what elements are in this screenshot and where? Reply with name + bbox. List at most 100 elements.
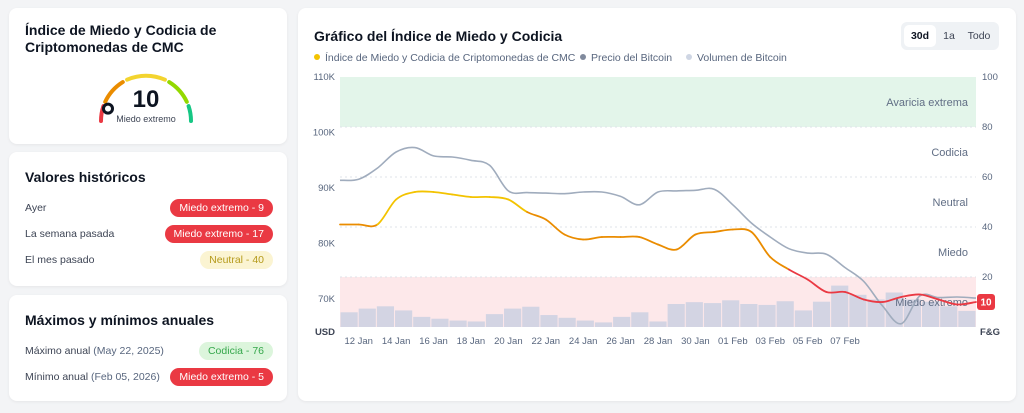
fear-greed-line-segment	[956, 301, 977, 306]
fear-greed-line-segment	[357, 223, 379, 228]
volume-bar	[594, 322, 613, 327]
gauge-title-line2: Criptomonedas de CMC	[25, 39, 184, 55]
fear-greed-line-segment	[731, 228, 753, 233]
y-axis-tick-right: 80	[982, 122, 993, 133]
y-axis-tick-right: 40	[982, 222, 993, 233]
range-button-1a[interactable]: 1a	[943, 30, 955, 42]
fear-greed-line-segment	[694, 231, 715, 236]
x-axis-tick: 28 Jan	[644, 336, 673, 347]
fear-greed-line-segment	[395, 191, 416, 201]
fear-greed-line-segment	[638, 236, 659, 246]
x-axis-tick: 16 Jan	[419, 336, 448, 347]
zone-label: Avaricia extrema	[886, 97, 969, 109]
volume-bar	[449, 320, 467, 327]
fear-greed-line-segment	[769, 256, 790, 271]
fear-greed-line-segment	[881, 296, 903, 303]
y-axis-unit-left: USD	[315, 327, 335, 338]
gauge-segment-extreme-greed	[186, 104, 194, 123]
volume-bar	[958, 310, 976, 327]
volume-bar	[358, 308, 376, 327]
yearly-row-label: Mínimo anual (Feb 05, 2026)	[25, 371, 160, 383]
historical-title: Valores históricos	[25, 169, 146, 185]
x-axis-tick: 26 Jan	[606, 336, 635, 347]
bitcoin-price-line	[339, 146, 977, 325]
fear-greed-line-segment	[488, 196, 510, 201]
volume-bar	[703, 303, 722, 327]
fear-greed-line-segment	[844, 291, 865, 301]
volume-bar	[613, 316, 631, 327]
fear-greed-line-segment	[937, 298, 959, 306]
fear-greed-line-segment	[376, 198, 397, 226]
volume-bar	[504, 308, 522, 327]
x-axis-tick: 12 Jan	[344, 336, 373, 347]
historical-row-label: La semana pasada	[25, 228, 115, 240]
fear-greed-chart: Avaricia extrema Codicia Neutral Miedo Miedo…	[313, 72, 1000, 347]
legend-item-fear-greed[interactable]: Índice de Miedo y Codicia de Criptomoned…	[314, 52, 575, 64]
range-button-todo[interactable]: Todo	[967, 30, 991, 42]
status-badge: Neutral - 40	[200, 251, 273, 269]
y-axis-tick-right: 20	[982, 272, 993, 283]
volume-bar	[812, 301, 831, 327]
y-axis-tick-right: 60	[982, 172, 993, 183]
legend-item-bitcoin-volume[interactable]: Volumen de Bitcoin	[686, 52, 787, 64]
legend-item-bitcoin-price[interactable]: Precio del Bitcoin	[580, 52, 672, 64]
zone-band	[340, 77, 976, 127]
current-value-text: 10	[980, 298, 992, 309]
volume-bar	[903, 299, 921, 327]
x-axis-tick: 07 Feb	[830, 336, 860, 347]
legend-dot	[686, 54, 692, 60]
fear-greed-line-segment	[862, 298, 884, 303]
historical-values-card: Valores históricos Ayer Miedo extremo - …	[9, 152, 287, 286]
fear-greed-line-segment	[413, 190, 435, 193]
fear-greed-line-segment	[619, 235, 641, 238]
volume-bar	[631, 312, 649, 327]
chart-title: Gráfico del Índice de Miedo y Codicia	[314, 28, 563, 44]
x-axis-tick: 30 Jan	[681, 336, 710, 347]
x-axis-tick: 20 Jan	[494, 336, 523, 347]
legend-dot	[314, 54, 320, 60]
x-axis-tick: 22 Jan	[531, 336, 560, 347]
fear-greed-line-segment	[526, 211, 547, 221]
zone-label: Miedo	[938, 247, 968, 259]
y-axis-tick-left: 110K	[314, 72, 336, 83]
zone-label: Neutral	[933, 197, 968, 209]
fear-greed-line-segment	[544, 218, 566, 236]
volume-bar	[485, 314, 504, 327]
fear-greed-line-segment	[806, 278, 828, 293]
current-value-badge	[977, 294, 995, 310]
y-axis-tick-right: 100	[982, 72, 998, 83]
status-badge: Miedo extremo - 9	[170, 199, 273, 217]
x-axis-tick: 05 Feb	[793, 336, 823, 347]
y-axis-unit-right: F&G	[980, 327, 1000, 338]
x-axis-tick: 03 Feb	[755, 336, 785, 347]
fear-greed-chart-card: Gráfico del Índice de Miedo y Codicia 30…	[298, 8, 1016, 401]
gauge-segment-greed	[167, 80, 189, 104]
gauge-value: 10	[132, 86, 160, 113]
x-axis-tick: 01 Feb	[718, 336, 748, 347]
x-axis-tick: 18 Jan	[457, 336, 486, 347]
fear-greed-line-segment	[675, 233, 697, 251]
status-badge: Miedo extremo - 17	[164, 225, 273, 243]
volume-bar	[467, 321, 485, 327]
range-button-30d[interactable]: 30d	[904, 25, 936, 47]
y-axis-tick-left: 70K	[318, 294, 336, 305]
fear-greed-gauge	[98, 73, 194, 123]
y-axis-tick-left: 80K	[318, 239, 336, 250]
historical-row-label: Ayer	[25, 202, 47, 214]
volume-bar	[576, 320, 594, 327]
fear-greed-line-segment	[432, 191, 454, 196]
volume-bar	[667, 304, 685, 327]
fear-greed-line-segment	[825, 290, 846, 294]
x-axis-tick: 24 Jan	[569, 336, 598, 347]
status-badge: Miedo extremo - 5	[170, 368, 273, 386]
volume-bar	[776, 301, 794, 327]
yearly-high-low-card: Máximos y mínimos anuales Máximo anual (…	[9, 295, 287, 401]
volume-bar	[413, 316, 431, 327]
volume-bar	[431, 318, 449, 327]
volume-bar	[376, 306, 395, 327]
volume-bar	[921, 301, 940, 327]
zone-label: Miedo extremo	[895, 297, 968, 309]
volume-bar	[831, 285, 849, 327]
volume-bar	[558, 317, 576, 327]
yearly-title: Máximos y mínimos anuales	[25, 312, 215, 328]
